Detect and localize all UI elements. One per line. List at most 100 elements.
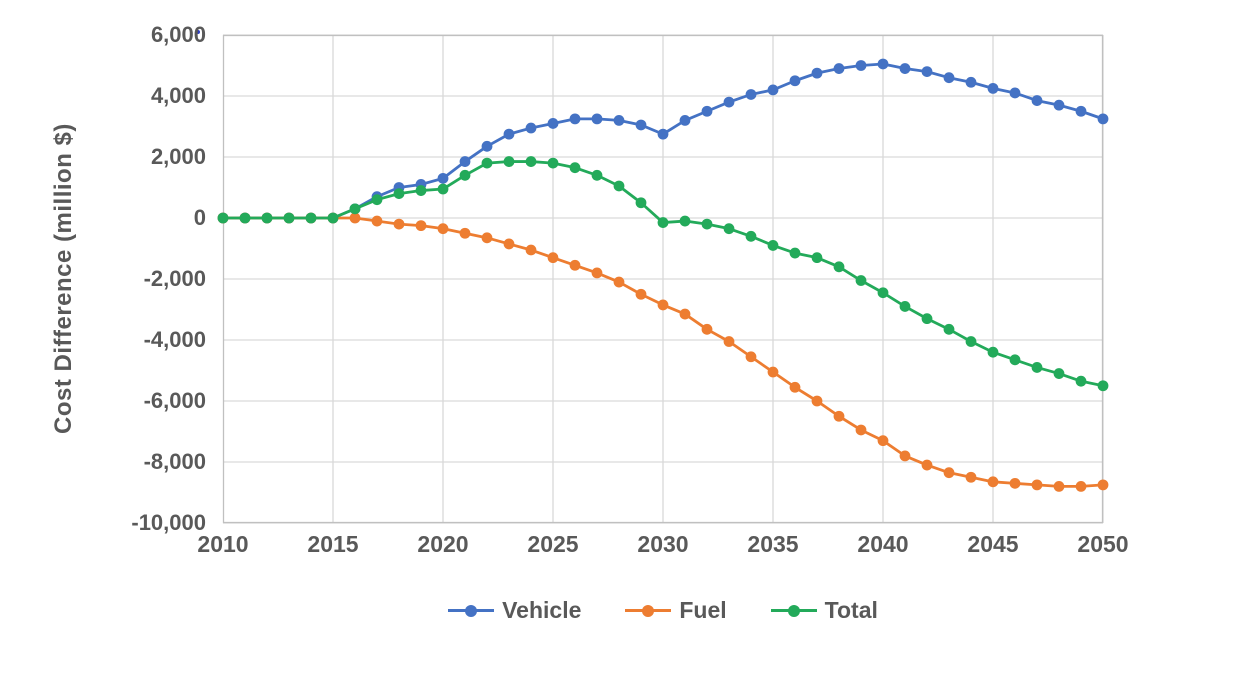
- data-point-vehicle: [591, 113, 603, 125]
- data-point-fuel: [745, 351, 757, 363]
- data-point-vehicle: [547, 118, 559, 129]
- data-point-vehicle: [767, 84, 779, 96]
- data-point-total: [217, 212, 229, 224]
- data-point-total: [943, 323, 955, 335]
- x-tick-label: 2025: [527, 531, 579, 557]
- data-point-total: [767, 240, 779, 251]
- data-point-vehicle: [789, 75, 801, 87]
- data-point-total: [591, 169, 603, 181]
- legend-item-fuel: Fuel: [625, 597, 727, 624]
- data-point-total: [327, 212, 339, 224]
- data-point-vehicle: [1053, 99, 1065, 111]
- data-point-total: [613, 180, 625, 192]
- data-point-fuel: [899, 450, 911, 462]
- data-point-fuel: [833, 410, 845, 422]
- legend-marker-total-icon: [770, 604, 817, 617]
- data-point-vehicle: [657, 128, 669, 140]
- x-tick-label: 2040: [857, 531, 909, 557]
- data-point-fuel: [921, 459, 933, 471]
- x-tick-label: 2020: [417, 531, 469, 557]
- data-point-total: [525, 156, 537, 167]
- data-point-total: [371, 194, 383, 206]
- plot-border: [222, 34, 1104, 524]
- data-point-fuel: [415, 220, 427, 232]
- data-point-vehicle: [701, 105, 713, 117]
- y-tick-label: -2,000: [143, 266, 206, 291]
- legend-dot-vehicle: [465, 604, 478, 617]
- data-point-fuel: [591, 267, 603, 279]
- data-point-fuel: [437, 223, 449, 235]
- legend-marker-vehicle-icon: [448, 604, 495, 617]
- legend: Vehicle Fuel Total: [223, 597, 1103, 624]
- data-point-fuel: [1097, 479, 1109, 491]
- data-point-vehicle: [613, 115, 625, 126]
- data-point-vehicle: [899, 63, 911, 74]
- data-point-vehicle: [723, 96, 735, 108]
- data-point-fuel: [987, 476, 999, 488]
- data-point-total: [1009, 354, 1021, 366]
- y-tick-label: 0: [193, 205, 206, 230]
- x-tick-label: 2045: [967, 531, 1019, 557]
- legend-label-fuel: Fuel: [679, 597, 727, 623]
- data-point-fuel: [657, 299, 669, 311]
- data-point-total: [811, 252, 823, 264]
- data-point-total: [481, 157, 493, 169]
- data-point-total: [679, 215, 691, 227]
- data-point-fuel: [1053, 481, 1065, 492]
- data-point-vehicle: [635, 119, 647, 131]
- x-tick-label: 2030: [637, 531, 689, 557]
- data-point-fuel: [1031, 479, 1043, 491]
- data-point-total: [437, 183, 449, 195]
- y-tick-label: 2,000: [150, 144, 206, 169]
- data-point-total: [459, 169, 471, 181]
- y-tick-label: 4,000: [150, 83, 206, 108]
- data-point-total: [723, 223, 735, 235]
- data-point-vehicle: [877, 58, 889, 70]
- data-point-total: [415, 185, 427, 196]
- data-point-fuel: [1075, 481, 1087, 492]
- data-point-total: [1053, 368, 1065, 379]
- data-point-vehicle: [679, 115, 691, 126]
- data-point-total: [635, 197, 647, 209]
- data-point-total: [261, 212, 273, 224]
- x-tick-label: 2050: [1077, 531, 1129, 557]
- data-point-total: [349, 203, 361, 215]
- data-point-vehicle: [855, 60, 867, 71]
- data-point-fuel: [965, 471, 977, 483]
- data-point-total: [899, 301, 911, 312]
- legend-item-total: Total: [770, 597, 878, 624]
- data-point-total: [305, 212, 317, 224]
- data-point-vehicle: [745, 89, 757, 100]
- data-point-total: [239, 212, 251, 224]
- data-point-total: [283, 212, 295, 224]
- data-point-fuel: [481, 232, 493, 244]
- data-point-total: [965, 336, 977, 347]
- data-point-vehicle: [569, 113, 581, 125]
- legend-dot-fuel: [642, 604, 655, 617]
- data-point-vehicle: [833, 63, 845, 74]
- data-point-total: [569, 162, 581, 174]
- data-point-vehicle: [1031, 95, 1043, 106]
- data-point-vehicle: [1009, 87, 1021, 99]
- legend-marker-fuel-icon: [625, 604, 672, 617]
- data-point-fuel: [679, 308, 691, 320]
- data-point-vehicle: [437, 172, 449, 184]
- data-point-total: [855, 275, 867, 286]
- y-tick-label: -10,000: [131, 510, 206, 535]
- data-point-fuel: [525, 244, 537, 256]
- data-point-vehicle: [503, 128, 515, 140]
- legend-dot-total: [787, 604, 800, 617]
- data-point-total: [657, 217, 669, 228]
- data-point-fuel: [877, 435, 889, 447]
- data-point-fuel: [459, 227, 471, 239]
- data-point-fuel: [635, 288, 647, 300]
- data-point-fuel: [943, 467, 955, 479]
- data-point-total: [921, 313, 933, 325]
- data-point-fuel: [371, 215, 383, 227]
- y-axis-title: Cost Difference (million $): [50, 123, 77, 435]
- data-point-total: [547, 157, 559, 169]
- data-point-vehicle: [987, 82, 999, 94]
- data-point-total: [877, 287, 889, 299]
- data-point-vehicle: [1097, 113, 1109, 125]
